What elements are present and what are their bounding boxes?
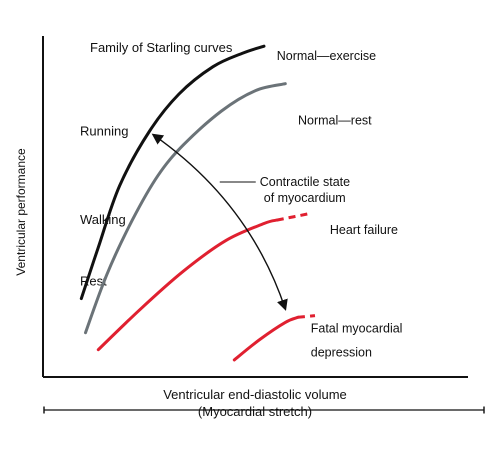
contractile-state-arrow [151, 133, 288, 311]
curve-fatal-myocardial-depression-dashed [297, 314, 316, 319]
x-axis-sublabel: (Myocardial stretch) [198, 404, 312, 419]
series-label-normal-rest: Normal—rest [298, 114, 372, 128]
chart-title: Family of Starling curves [90, 40, 233, 55]
series-label-heart-failure: Heart failure [330, 223, 398, 237]
series-label-normal-exercise: Normal—exercise [277, 49, 376, 63]
contractile-state-label-line1: Contractile state [260, 175, 350, 189]
y-axis-label: Ventricular performance [14, 148, 28, 276]
series-label-fatal-myocardial: Fatal myocardial [311, 322, 403, 336]
y-level-label-running: Running [80, 123, 128, 138]
y-level-label-walking: Walking [80, 212, 126, 227]
contractile-state-label-line2: of myocardium [264, 191, 346, 205]
curve-normal-rest [84, 82, 287, 335]
curve-heart-failure-dashed [276, 211, 312, 222]
curve-normal-exercise [79, 44, 266, 301]
curve-fatal-myocardial-depression [232, 315, 300, 362]
series-label-depression: depression [311, 346, 372, 360]
x-axis-label: Ventricular end-diastolic volume [163, 387, 347, 402]
curve-heart-failure [96, 218, 279, 352]
